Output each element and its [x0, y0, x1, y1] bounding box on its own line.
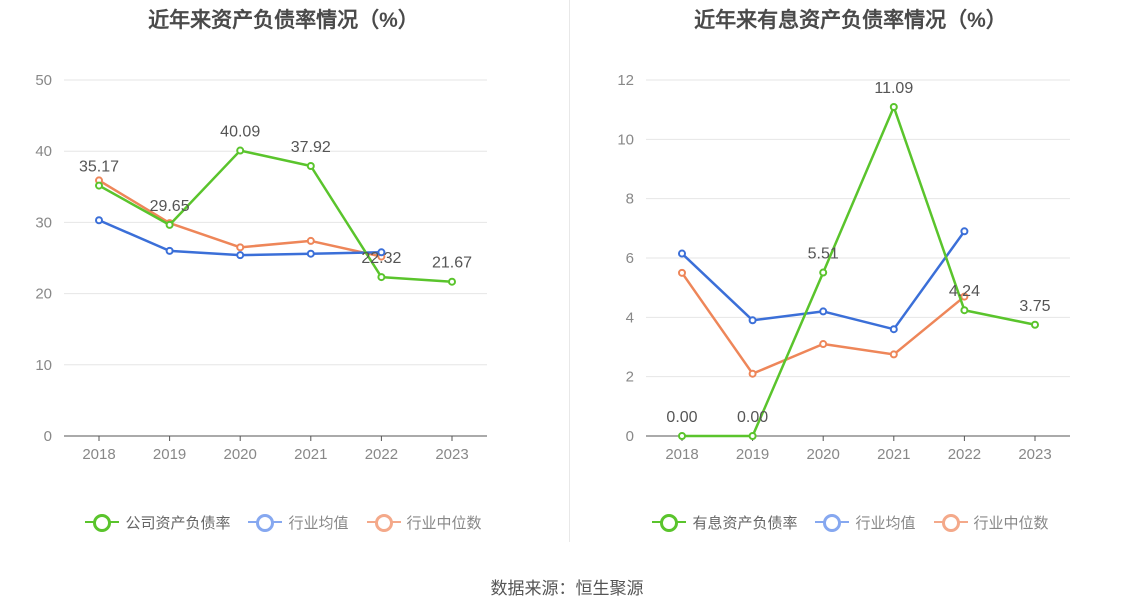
data-point[interactable]	[95, 181, 103, 190]
data-label: 22.32	[361, 250, 401, 267]
y-tick-label: 30	[35, 214, 52, 231]
data-point[interactable]	[377, 273, 386, 282]
legend-line-marker-icon	[652, 514, 687, 532]
legend-label: 行业中位数	[406, 514, 482, 532]
y-tick-label: 10	[35, 357, 52, 374]
panel-divider	[569, 0, 570, 542]
data-point[interactable]	[236, 251, 245, 260]
chart-plot-debt-ratio: 0 10 20 30 40 50 2018 2019 2020 2021 2022 2023 35.17…	[35, 72, 487, 463]
y-tick-label: 20	[35, 286, 52, 303]
legend-line-marker-icon	[85, 514, 120, 532]
y-tick-label: 0	[626, 428, 634, 445]
data-point[interactable]	[95, 216, 103, 225]
data-point[interactable]	[748, 369, 757, 378]
data-label: 5.51	[808, 246, 839, 263]
chart-title: 近年来有息资产负债率情况（%）	[694, 9, 1007, 32]
chart-plot-interest-bearing-debt-ratio: 0 2 4 6 8 10 12 2018 2019 2020 2021 2022 2023 0.00 0.0…	[617, 72, 1070, 463]
series-line	[98, 149, 453, 283]
series-line	[682, 105, 1036, 438]
legend-line-marker-icon	[933, 514, 968, 532]
y-tick-label: 50	[35, 72, 52, 89]
legend-line-marker-icon	[248, 514, 283, 532]
legend-item-industry-median[interactable]: 行业中位数	[366, 512, 482, 533]
legend-item-industry-average[interactable]: 行业均值	[815, 512, 916, 533]
legend-label: 行业中位数	[973, 514, 1049, 532]
data-point[interactable]	[889, 325, 898, 334]
data-source-note: 数据来源：恒生聚源	[490, 579, 644, 598]
data-label: 3.75	[1019, 298, 1050, 315]
data-point[interactable]	[960, 292, 969, 301]
x-tick-label: 2021	[877, 446, 910, 463]
data-point[interactable]	[306, 236, 315, 245]
data-point[interactable]	[678, 268, 686, 277]
chart-title: 近年来资产负债率情况（%）	[148, 9, 419, 32]
legend-line-marker-icon	[815, 514, 850, 532]
data-point[interactable]	[819, 307, 828, 316]
data-point[interactable]	[889, 350, 898, 359]
legend-item-industry-average[interactable]: 行业均值	[248, 512, 349, 533]
data-label: 40.09	[220, 124, 260, 141]
y-tick-label: 40	[35, 143, 52, 160]
data-point[interactable]	[889, 102, 898, 111]
chart-panel-interest-bearing-debt-ratio: 近年来有息资产负债率情况（%） 0 2 4 6 8 10 12 2018 2019 2020 202…	[567, 0, 1134, 560]
y-tick-label: 6	[626, 250, 634, 267]
data-point[interactable]	[306, 249, 315, 258]
data-label: 29.65	[150, 198, 190, 215]
x-tick-label: 2022	[948, 446, 981, 463]
data-point[interactable]	[748, 316, 757, 325]
x-tick-label: 2020	[807, 446, 840, 463]
data-point[interactable]	[960, 306, 969, 315]
x-tick-label: 2022	[365, 446, 398, 463]
data-point[interactable]	[960, 227, 969, 236]
data-point[interactable]	[306, 162, 315, 171]
y-tick-label: 0	[44, 428, 52, 445]
legend: 公司资产负债率 行业均值 行业中位数	[0, 510, 567, 534]
y-tick-label: 8	[626, 191, 634, 208]
x-tick-label: 2018	[665, 446, 698, 463]
y-tick-label: 2	[626, 369, 634, 386]
legend-label: 有息资产负债率	[692, 514, 798, 532]
data-label: 4.24	[949, 283, 980, 300]
legend-label: 行业均值	[855, 514, 916, 532]
data-point[interactable]	[165, 220, 174, 229]
data-label: 0.00	[737, 409, 768, 426]
data-point[interactable]	[165, 246, 174, 255]
data-point[interactable]	[448, 277, 456, 286]
x-tick-label: 2019	[153, 446, 186, 463]
x-tick-label: 2019	[736, 446, 769, 463]
y-tick-label: 10	[617, 131, 634, 148]
legend-label: 行业均值	[288, 514, 349, 532]
y-tick-label: 4	[626, 309, 634, 326]
legend-label: 公司资产负债率	[125, 514, 231, 532]
data-point[interactable]	[819, 340, 828, 349]
data-point[interactable]	[819, 268, 828, 277]
x-tick-label: 2023	[1018, 446, 1051, 463]
data-point[interactable]	[377, 248, 386, 257]
data-label: 21.67	[432, 255, 472, 272]
x-tick-label: 2021	[294, 446, 327, 463]
legend: 有息资产负债率 行业均值 行业中位数	[567, 510, 1134, 534]
data-point[interactable]	[748, 432, 757, 440]
data-point[interactable]	[236, 243, 245, 252]
data-point[interactable]	[678, 432, 686, 440]
data-point[interactable]	[678, 249, 686, 258]
data-point[interactable]	[236, 146, 245, 155]
legend-item-industry-median[interactable]: 行业中位数	[933, 512, 1049, 533]
legend-item-company[interactable]: 公司资产负债率	[85, 512, 230, 533]
x-tick-label: 2020	[224, 446, 257, 463]
chart-panel-debt-ratio: 近年来资产负债率情况（%） 0 10 20 30 40 50 2018 2019 2020 202…	[0, 0, 567, 560]
data-label: 35.17	[79, 159, 119, 176]
x-tick-label: 2018	[82, 446, 115, 463]
data-label: 37.92	[291, 139, 331, 156]
data-label: 0.00	[666, 409, 697, 426]
legend-item-company[interactable]: 有息资产负债率	[652, 512, 797, 533]
data-label: 11.09	[874, 80, 913, 97]
x-tick-label: 2023	[435, 446, 468, 463]
y-tick-label: 12	[617, 72, 634, 89]
data-point[interactable]	[1031, 320, 1039, 329]
legend-line-marker-icon	[366, 514, 401, 532]
